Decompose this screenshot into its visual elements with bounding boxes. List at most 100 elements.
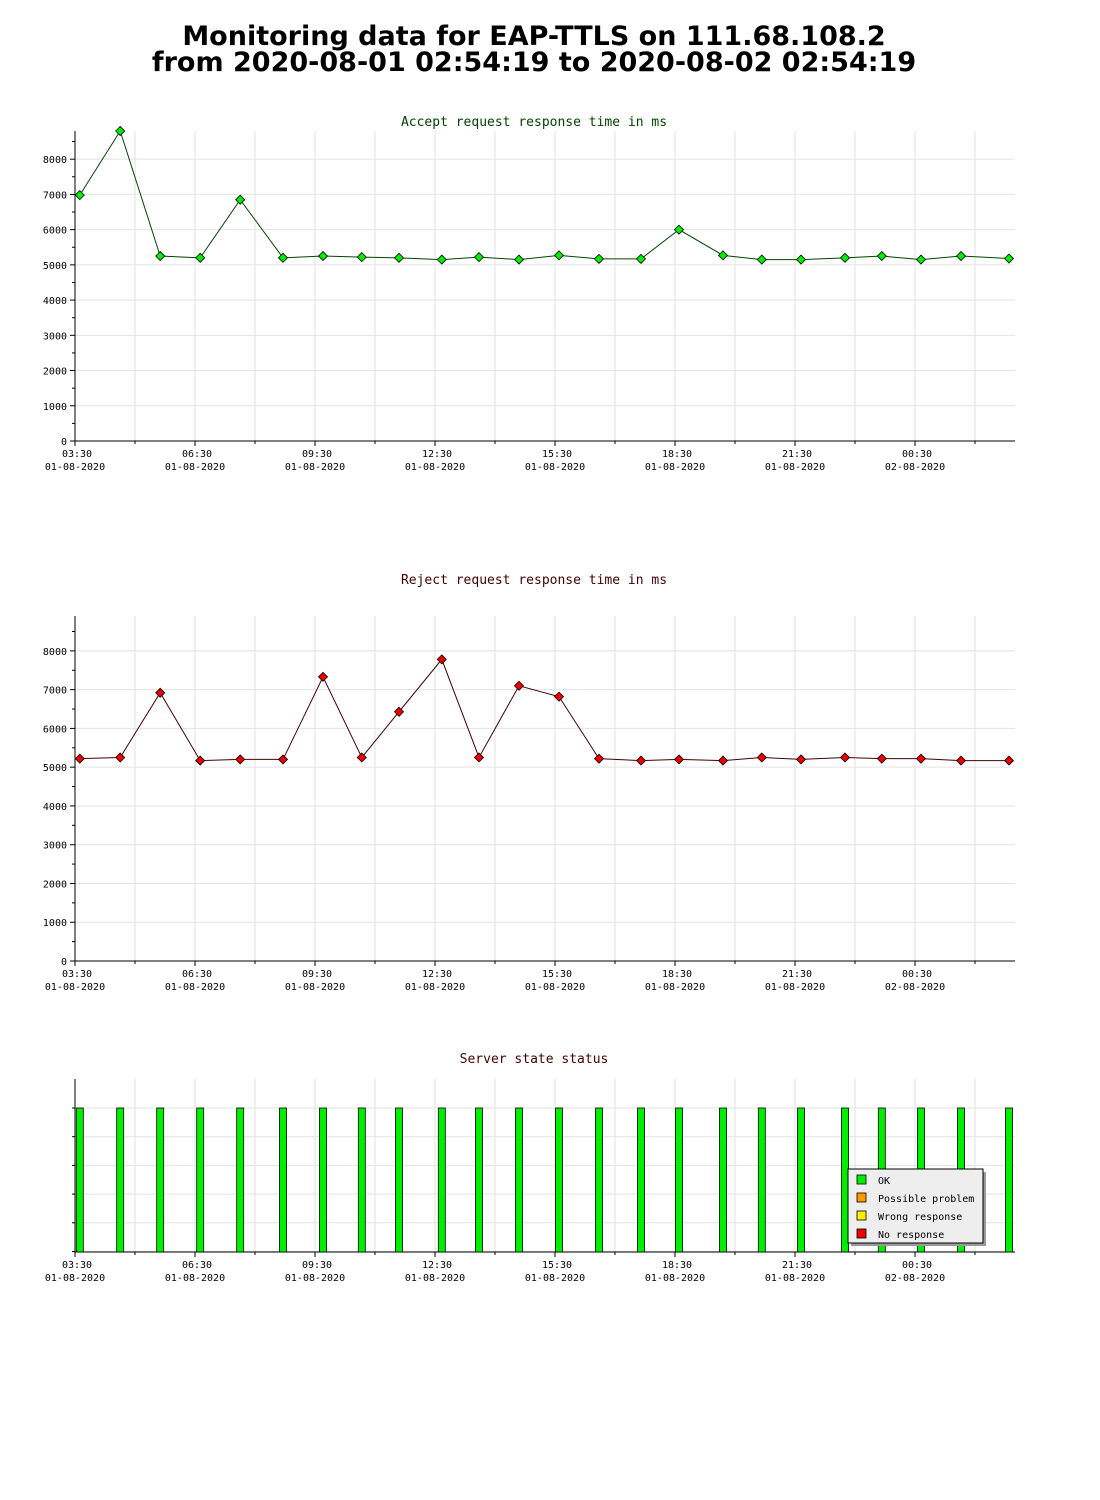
y-tick-label: 4000 — [43, 296, 67, 307]
data-point-marker — [593, 753, 605, 764]
x-tick-label-time: 06:30 — [182, 1260, 212, 1271]
page-title: Monitoring data for EAP-TTLS on 111.68.1… — [0, 21, 1068, 78]
x-tick-label-time: 15:30 — [542, 1260, 572, 1271]
x-tick-label-time: 15:30 — [542, 969, 572, 980]
x-tick-label-date: 01-08-2020 — [765, 982, 825, 993]
x-tick-label-date: 01-08-2020 — [45, 462, 105, 473]
data-point-marker — [74, 753, 85, 764]
x-tick-label-time: 06:30 — [182, 449, 212, 460]
status-bar — [156, 1107, 165, 1253]
x-tick-label-time: 12:30 — [422, 1260, 452, 1271]
y-tick-label: 6000 — [43, 226, 67, 237]
data-point-marker — [155, 250, 166, 262]
y-tick-label: 7000 — [43, 686, 67, 697]
y-tick-label: 8000 — [43, 155, 67, 166]
y-tick-label: 1000 — [43, 402, 67, 413]
data-point-marker — [436, 254, 447, 265]
x-tick-label-date: 01-08-2020 — [525, 1273, 585, 1284]
x-tick-label-time: 00:30 — [902, 1260, 932, 1271]
status-bar — [515, 1107, 523, 1253]
data-point-marker — [635, 755, 647, 766]
status-bar — [637, 1107, 645, 1253]
x-tick-label-date: 01-08-2020 — [645, 982, 705, 993]
data-point-marker — [317, 671, 329, 682]
y-tick-label: 3000 — [43, 841, 67, 852]
data-point-marker — [74, 190, 85, 201]
x-tick-label-time: 21:30 — [782, 1260, 812, 1271]
data-point-marker — [593, 253, 605, 264]
x-tick-label-date: 01-08-2020 — [285, 1273, 345, 1284]
data-point-marker — [393, 706, 405, 717]
data-point-marker — [839, 252, 851, 263]
data-point-marker — [839, 752, 851, 763]
x-tick-label-time: 21:30 — [782, 449, 812, 460]
data-point-marker — [1003, 755, 1015, 766]
data-point-marker — [795, 254, 807, 265]
status-bar — [841, 1107, 849, 1253]
data-point-marker — [115, 752, 126, 763]
legend-swatch — [856, 1174, 867, 1185]
x-tick-label-time: 12:30 — [422, 449, 452, 460]
status-bar — [395, 1107, 403, 1253]
x-tick-label-date: 01-08-2020 — [45, 1273, 105, 1284]
x-tick-label-date: 01-08-2020 — [405, 982, 465, 993]
data-point-marker — [393, 252, 405, 263]
y-tick-label: 4000 — [43, 802, 67, 813]
x-tick-label-time: 03:30 — [62, 1260, 92, 1271]
data-point-marker — [235, 194, 246, 205]
x-tick-label-date: 01-08-2020 — [45, 982, 105, 993]
data-point-marker — [673, 224, 685, 235]
x-tick-label-time: 18:30 — [662, 449, 692, 460]
chart-title: Reject request response time in ms — [401, 573, 667, 588]
data-point-marker — [195, 252, 206, 263]
legend-label: Possible problem — [878, 1194, 974, 1205]
x-tick-label-date: 01-08-2020 — [165, 982, 225, 993]
x-tick-label-time: 00:30 — [902, 449, 932, 460]
series-line — [79, 129, 1010, 261]
chart-title: Accept request response time in ms — [401, 115, 667, 130]
x-tick-label-time: 03:30 — [62, 969, 92, 980]
status-bar — [357, 1107, 366, 1253]
x-tick-label-date: 02-08-2020 — [885, 1273, 945, 1284]
x-tick-label-date: 01-08-2020 — [525, 462, 585, 473]
page-title-line-2: from 2020-08-01 02:54:19 to 2020-08-02 0… — [151, 47, 917, 78]
status-bar — [279, 1107, 287, 1253]
status-bar — [236, 1107, 245, 1253]
status-bar — [595, 1107, 603, 1253]
data-point-marker — [876, 250, 887, 262]
x-tick-label-date: 01-08-2020 — [405, 462, 465, 473]
data-point-marker — [513, 680, 525, 691]
x-tick-label-date: 01-08-2020 — [165, 462, 225, 473]
status-bar — [75, 1107, 84, 1253]
data-point-marker — [756, 254, 767, 265]
data-point-marker — [915, 753, 927, 764]
data-point-marker — [317, 250, 329, 262]
status-bar — [757, 1107, 766, 1253]
data-point-marker — [795, 754, 807, 765]
data-point-marker — [195, 755, 206, 766]
y-tick-label: 2000 — [43, 367, 67, 378]
x-tick-label-date: 01-08-2020 — [285, 462, 345, 473]
x-tick-label-time: 18:30 — [662, 969, 692, 980]
data-point-marker — [277, 252, 289, 263]
x-tick-label-time: 00:30 — [902, 969, 932, 980]
data-point-marker — [717, 250, 729, 261]
data-point-marker — [553, 250, 565, 261]
x-tick-label-date: 01-08-2020 — [525, 982, 585, 993]
x-tick-label-date: 01-08-2020 — [165, 1273, 225, 1284]
x-tick-label-date: 01-08-2020 — [645, 1273, 705, 1284]
x-tick-label-time: 03:30 — [62, 449, 92, 460]
legend-label: No response — [878, 1230, 944, 1241]
data-point-marker — [513, 254, 525, 265]
data-point-marker — [673, 754, 685, 765]
series-line — [79, 658, 1009, 762]
chart-3: Server state status 03:30 01-08-2020 06:30 0… — [45, 1052, 1015, 1284]
chart-1: Accept request response time in ms03:300… — [43, 115, 1015, 473]
x-tick-label-time: 12:30 — [422, 969, 452, 980]
legend-swatch — [856, 1228, 867, 1239]
page-title-line-1: Monitoring data for EAP-TTLS on 111.68.1… — [182, 21, 886, 52]
x-tick-label-time: 09:30 — [302, 449, 332, 460]
y-tick-label: 0 — [61, 437, 67, 448]
x-tick-label-date: 02-08-2020 — [885, 982, 945, 993]
